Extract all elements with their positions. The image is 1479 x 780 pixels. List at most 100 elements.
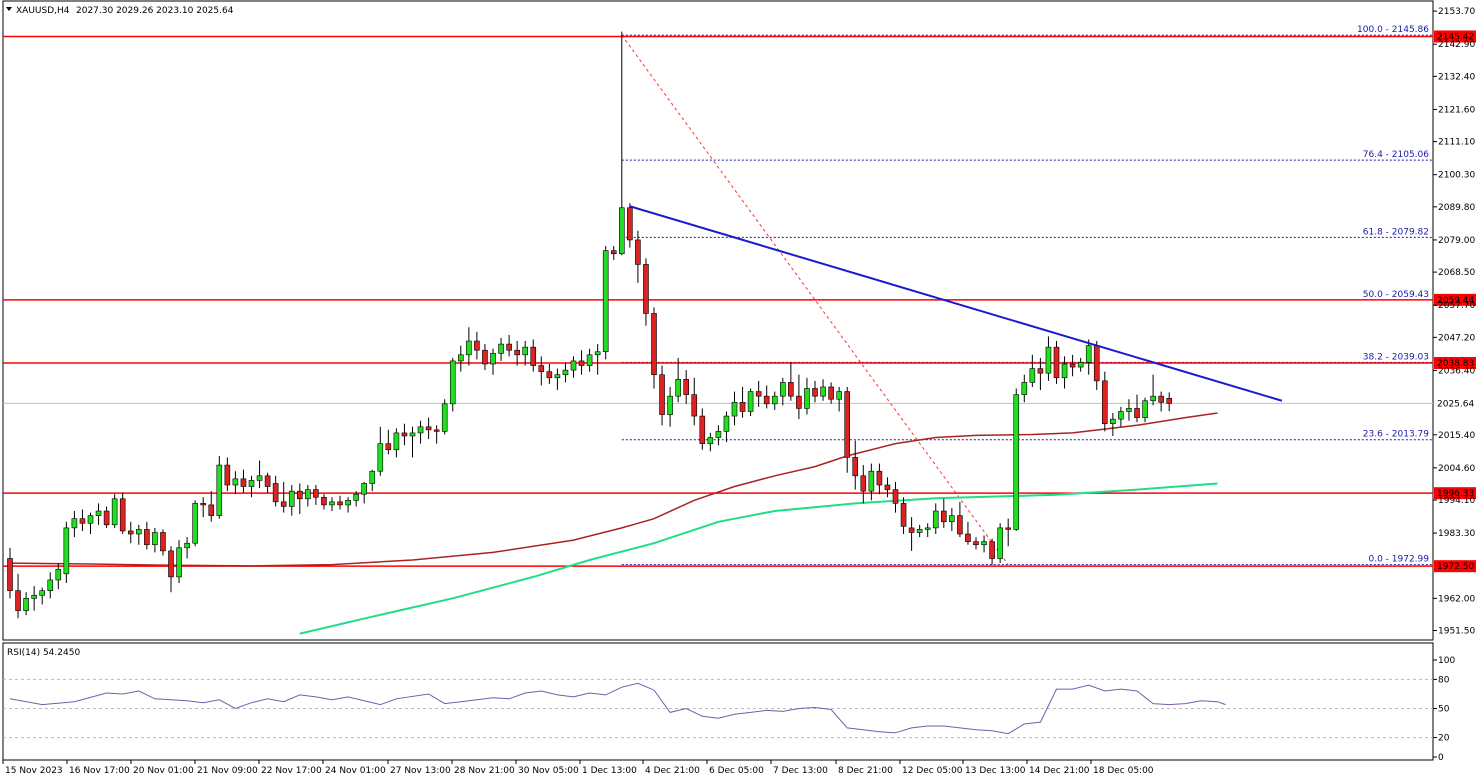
candle[interactable] — [401, 423, 408, 446]
candle[interactable] — [884, 477, 891, 498]
candle[interactable] — [71, 511, 78, 538]
candle[interactable] — [119, 492, 126, 535]
candle[interactable] — [707, 432, 714, 452]
candle[interactable] — [184, 537, 190, 559]
candle[interactable] — [779, 377, 786, 406]
candle[interactable] — [87, 512, 94, 535]
candle[interactable] — [900, 497, 907, 535]
candle[interactable] — [554, 368, 561, 391]
candle[interactable] — [940, 498, 947, 528]
candle[interactable] — [1166, 392, 1172, 412]
candle[interactable] — [627, 203, 633, 248]
candle[interactable] — [796, 374, 802, 420]
candle[interactable] — [369, 469, 376, 492]
candle[interactable] — [667, 386, 673, 427]
candle[interactable] — [498, 337, 504, 361]
candle[interactable] — [997, 523, 1003, 564]
candle[interactable] — [731, 391, 738, 426]
candle[interactable] — [586, 348, 593, 372]
candle[interactable] — [514, 341, 520, 366]
candle[interactable] — [256, 460, 263, 489]
candle[interactable] — [530, 339, 537, 372]
candle[interactable] — [1085, 339, 1092, 375]
candle[interactable] — [562, 362, 569, 383]
price-panel[interactable] — [2, 0, 1434, 641]
candle[interactable] — [417, 420, 424, 444]
candle[interactable] — [1110, 413, 1116, 436]
candle[interactable] — [1150, 374, 1156, 406]
candle[interactable] — [200, 497, 206, 518]
candle[interactable] — [466, 327, 472, 366]
candle[interactable] — [449, 357, 456, 412]
candle[interactable] — [1142, 397, 1148, 423]
candle[interactable] — [908, 517, 915, 551]
candle[interactable] — [248, 475, 255, 498]
candle[interactable] — [957, 501, 963, 538]
candle[interactable] — [385, 429, 392, 455]
candle[interactable] — [691, 377, 698, 426]
candle[interactable] — [739, 386, 746, 418]
candle[interactable] — [127, 521, 134, 544]
candle[interactable] — [1158, 391, 1164, 412]
candle[interactable] — [160, 529, 166, 556]
candle[interactable] — [1061, 356, 1068, 389]
candle[interactable] — [868, 463, 875, 501]
candle[interactable] — [1005, 518, 1012, 547]
candle[interactable] — [844, 386, 851, 473]
candle[interactable] — [353, 491, 359, 507]
candle[interactable] — [578, 350, 585, 375]
candle[interactable] — [482, 344, 488, 371]
candle[interactable] — [313, 484, 319, 505]
candle[interactable] — [602, 246, 609, 360]
candle[interactable] — [812, 380, 818, 403]
candle[interactable] — [860, 465, 867, 504]
candle[interactable] — [1069, 354, 1076, 377]
candle[interactable] — [55, 563, 62, 590]
candle[interactable] — [804, 377, 810, 415]
candle[interactable] — [1077, 357, 1084, 372]
candle[interactable] — [176, 540, 182, 584]
candle[interactable] — [643, 258, 649, 326]
candle[interactable] — [296, 483, 303, 515]
candle[interactable] — [659, 365, 665, 426]
candle[interactable] — [610, 246, 617, 260]
descending-trendline[interactable] — [629, 205, 1283, 402]
candle[interactable] — [1029, 354, 1036, 387]
candle[interactable] — [39, 587, 46, 605]
candle[interactable] — [949, 507, 955, 531]
candle[interactable] — [916, 524, 923, 538]
candle[interactable] — [433, 425, 440, 444]
candle[interactable] — [1053, 341, 1060, 384]
candle[interactable] — [224, 457, 231, 492]
candle[interactable] — [618, 31, 625, 256]
candle[interactable] — [755, 380, 762, 407]
candle[interactable] — [635, 230, 641, 283]
candle[interactable] — [651, 307, 657, 389]
candle[interactable] — [1126, 399, 1132, 421]
candle[interactable] — [280, 481, 287, 513]
candle[interactable] — [111, 494, 118, 528]
candle[interactable] — [788, 362, 794, 401]
candle[interactable] — [393, 428, 400, 458]
candle[interactable] — [1021, 374, 1028, 403]
candle[interactable] — [546, 363, 553, 384]
candle[interactable] — [474, 331, 480, 360]
candle[interactable] — [152, 527, 158, 553]
candle[interactable] — [144, 521, 150, 550]
candle[interactable] — [675, 357, 681, 403]
candle[interactable] — [852, 440, 859, 490]
candle[interactable] — [892, 481, 899, 513]
candle[interactable] — [103, 506, 110, 528]
candle[interactable] — [973, 537, 979, 550]
candle[interactable] — [232, 471, 239, 495]
candle[interactable] — [747, 388, 754, 417]
candle[interactable] — [1013, 388, 1020, 531]
candle[interactable] — [490, 348, 496, 375]
candle[interactable] — [723, 411, 730, 443]
candle[interactable] — [329, 497, 335, 512]
candle[interactable] — [288, 484, 295, 516]
candle[interactable] — [828, 382, 834, 404]
candle[interactable] — [699, 408, 706, 450]
candle[interactable] — [272, 475, 279, 507]
